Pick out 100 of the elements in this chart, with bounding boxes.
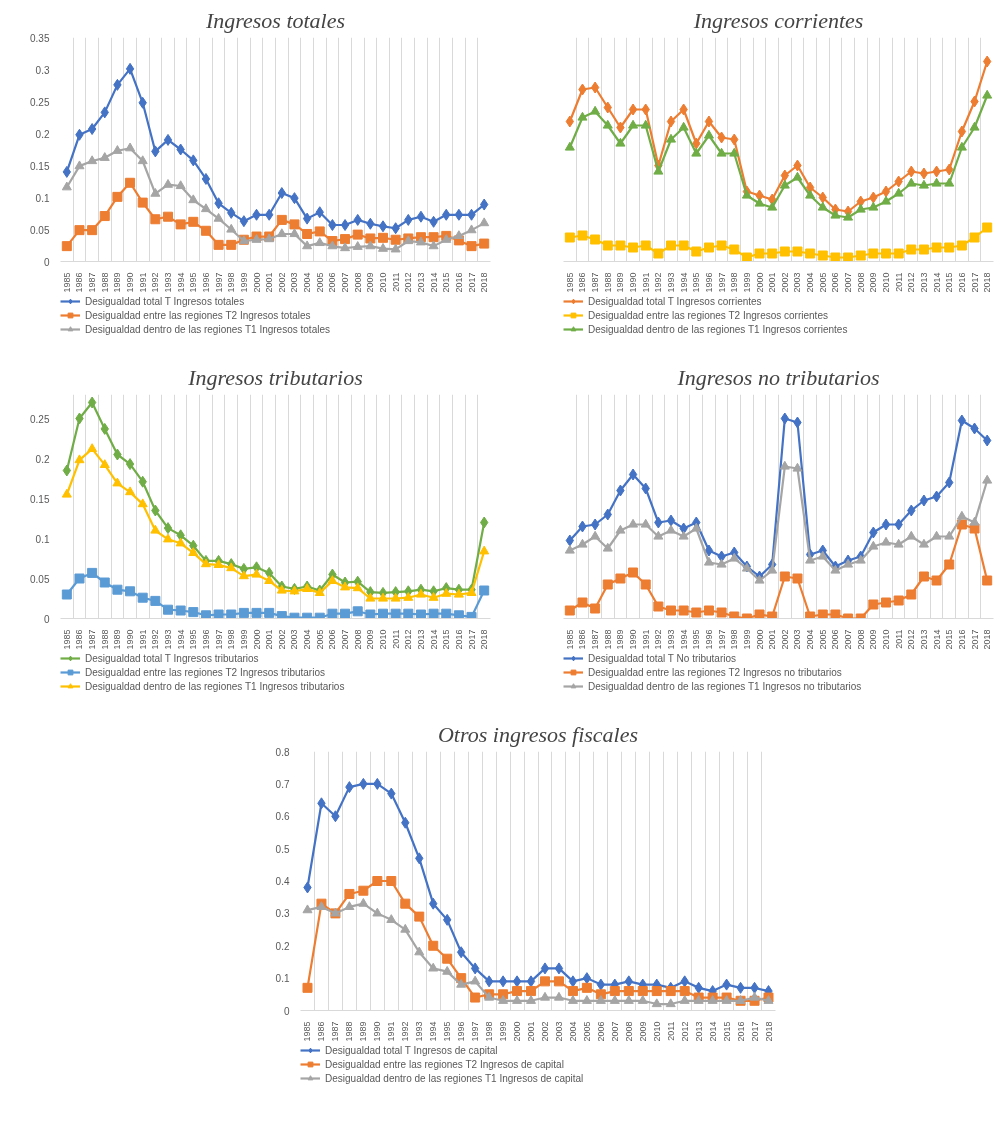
x-tick-label: 1987 <box>590 629 601 650</box>
x-tick-label: 2005 <box>581 1021 592 1042</box>
x-tick-label: 1999 <box>238 629 249 650</box>
x-tick-label: 2009 <box>637 1021 648 1042</box>
x-tick-label: 1996 <box>200 272 211 293</box>
chart-title: Ingresos no tributarios <box>676 364 880 390</box>
x-tick-label: 1995 <box>691 629 702 650</box>
chart-title: Otros ingresos fiscales <box>437 721 639 747</box>
x-tick-label: 2016 <box>453 629 464 650</box>
x-tick-label: 1996 <box>703 272 714 293</box>
x-tick-label: 1993 <box>163 629 173 650</box>
legend-label: Desigualdad entre las regiones T2 Ingresos totales <box>85 309 311 321</box>
x-tick-label: 2008 <box>623 1021 634 1042</box>
x-tick-label: 1992 <box>653 272 664 293</box>
x-tick-label: 1997 <box>213 272 224 293</box>
x-tick-label: 1992 <box>150 629 161 650</box>
x-tick-label: 1985 <box>564 272 575 293</box>
x-tick-label: 1995 <box>188 629 199 650</box>
y-tick-label: 0.2 <box>275 940 290 952</box>
x-tick-label: 2005 <box>314 629 325 650</box>
x-tick-label: 1998 <box>729 629 740 650</box>
x-tick-label: 2000 <box>754 272 765 293</box>
y-tick-label: 0.25 <box>30 413 50 425</box>
x-tick-label: 1994 <box>175 272 186 293</box>
x-tick-label: 2000 <box>512 1021 523 1042</box>
y-tick-label: 0.2 <box>35 453 50 465</box>
x-tick-label: 1986 <box>74 272 85 293</box>
x-tick-label: 2013 <box>415 272 426 293</box>
x-tick-label: 2003 <box>289 629 300 650</box>
x-tick-label: 1987 <box>330 1021 341 1042</box>
x-tick-label: 2001 <box>264 629 275 650</box>
legend-label: Desigualdad total T Ingresos corrientes <box>588 295 762 307</box>
y-tick-label: 0.15 <box>30 160 50 172</box>
x-tick-label: 2012 <box>679 1021 690 1042</box>
x-tick-label: 1990 <box>628 272 639 293</box>
x-tick-label: 2003 <box>289 272 300 293</box>
x-tick-label: 2018 <box>479 272 490 293</box>
y-tick-label: 0 <box>43 613 50 625</box>
x-tick-label: 2002 <box>539 1021 550 1042</box>
x-tick-label: 2009 <box>868 629 879 650</box>
x-tick-label: 1987 <box>590 272 601 293</box>
x-tick-label: 2003 <box>792 629 803 650</box>
x-tick-label: 2018 <box>763 1021 774 1042</box>
y-tick-label: 0.15 <box>30 493 50 505</box>
x-tick-label: 2001 <box>767 629 778 650</box>
x-tick-label: 1987 <box>87 629 98 650</box>
y-tick-label: 0.3 <box>275 908 290 920</box>
x-tick-label: 2010 <box>881 629 891 650</box>
y-tick-label: 0.1 <box>35 533 50 545</box>
x-tick-label: 1992 <box>653 629 664 650</box>
x-tick-label: 2012 <box>403 629 414 650</box>
x-tick-label: 1988 <box>344 1021 355 1042</box>
x-tick-label: 1991 <box>386 1021 397 1042</box>
x-tick-label: 1999 <box>741 272 752 293</box>
x-tick-label: 1991 <box>137 272 148 293</box>
x-tick-label: 2001 <box>767 272 778 293</box>
x-tick-label: 2018 <box>982 629 993 650</box>
x-tick-label: 2015 <box>944 629 955 650</box>
x-tick-label: 2014 <box>931 272 942 293</box>
x-tick-label: 1994 <box>175 629 186 650</box>
x-tick-label: 2000 <box>251 629 262 650</box>
x-tick-label: 1985 <box>61 629 72 650</box>
x-tick-label: 2013 <box>918 272 929 293</box>
legend-label: Desigualdad total T No tributarios <box>588 652 737 664</box>
x-tick-label: 2001 <box>526 1021 537 1042</box>
x-tick-label: 2007 <box>843 629 854 650</box>
x-tick-label: 1987 <box>87 272 98 293</box>
x-tick-label: 1985 <box>302 1021 313 1042</box>
x-tick-label: 1991 <box>640 629 651 650</box>
x-tick-label: 2014 <box>707 1021 718 1042</box>
y-tick-label: 0.25 <box>30 96 50 108</box>
legend-label: Desigualdad entre las regiones T2 Ingresos corrientes <box>588 309 828 321</box>
x-tick-label: 2003 <box>792 272 803 293</box>
x-tick-label: 2004 <box>805 272 816 293</box>
x-tick-label: 2006 <box>830 272 841 293</box>
x-tick-label: 2009 <box>365 272 376 293</box>
x-tick-label: 2006 <box>595 1021 606 1042</box>
x-tick-label: 1990 <box>372 1021 383 1042</box>
x-tick-label: 1992 <box>400 1021 411 1042</box>
y-tick-label: 0.4 <box>275 876 290 887</box>
x-tick-label: 1999 <box>498 1021 509 1042</box>
x-tick-label: 2001 <box>264 272 275 293</box>
x-tick-label: 2002 <box>276 629 287 650</box>
x-tick-label: 2012 <box>403 272 414 293</box>
x-tick-label: 2011 <box>665 1021 676 1041</box>
y-tick-label: 0 <box>283 1005 290 1017</box>
x-tick-label: 1998 <box>226 629 237 650</box>
x-tick-label: 2011 <box>390 272 401 292</box>
x-tick-label: 1997 <box>716 272 727 293</box>
x-tick-label: 1997 <box>213 629 224 650</box>
x-tick-label: 2011 <box>390 629 401 649</box>
x-tick-label: 2010 <box>378 629 388 650</box>
x-tick-label: 2014 <box>428 272 439 293</box>
x-tick-label: 2011 <box>893 272 904 292</box>
x-tick-label: 1991 <box>640 272 651 293</box>
legend-label: Desigualdad dentro de las regiones T1 Ingresos tributarios <box>85 680 345 692</box>
x-tick-label: 1995 <box>188 272 199 293</box>
x-tick-label: 2013 <box>693 1021 704 1042</box>
legend-label: Desigualdad entre las regiones T2 Ingresos tributarios <box>85 666 325 678</box>
chart-title: Ingresos corrientes <box>692 7 864 33</box>
